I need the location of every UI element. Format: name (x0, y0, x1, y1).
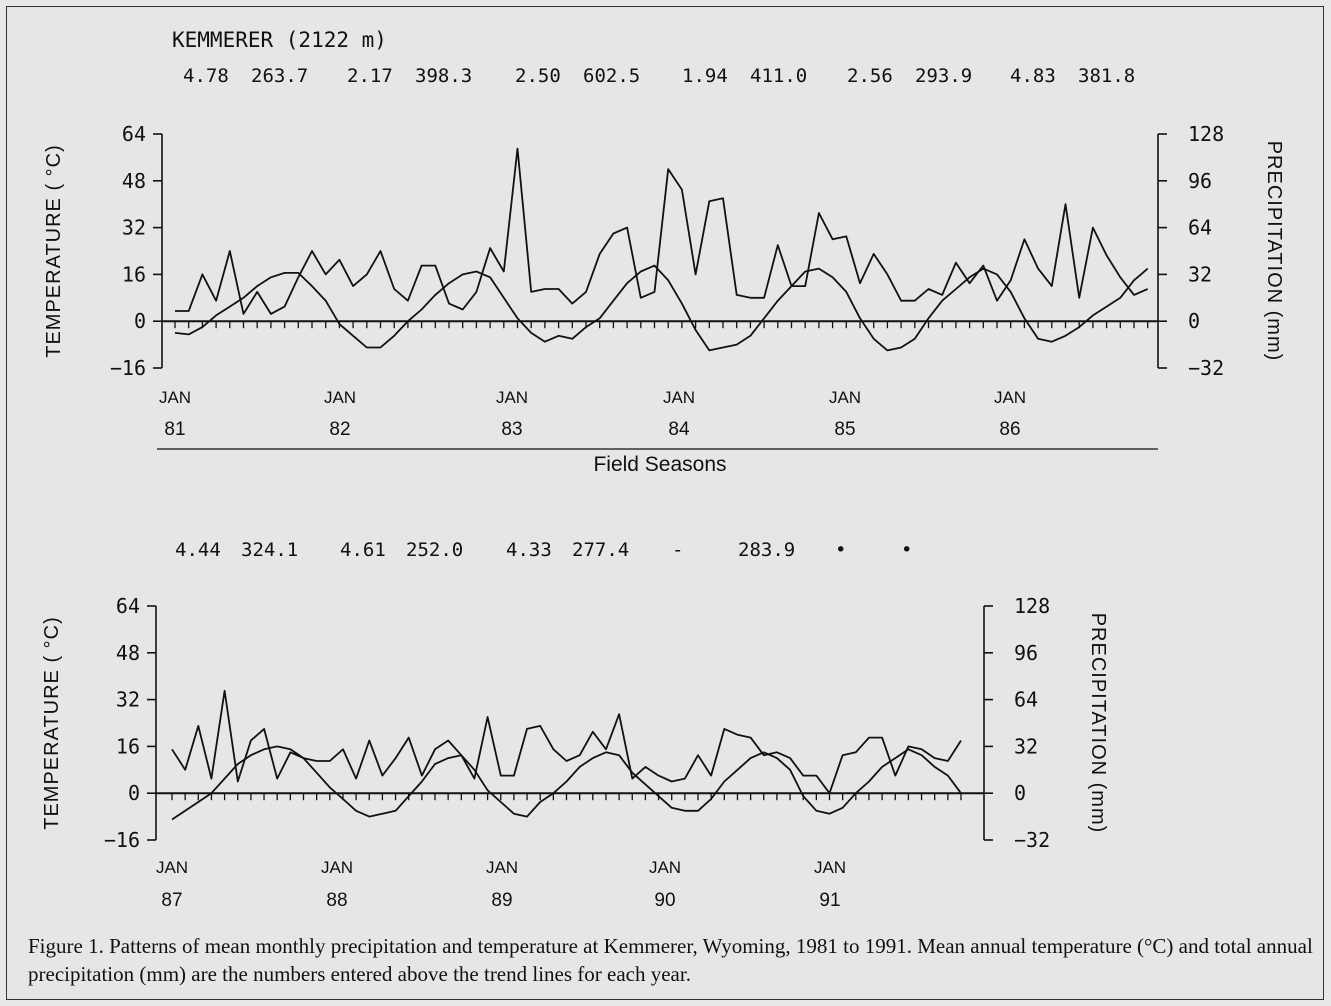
chart2-left-tick-label: 64 (116, 594, 140, 618)
chart1-left-tick-label: 32 (122, 216, 146, 240)
chart2-annual-precip-label: 252.0 (406, 539, 463, 561)
chart2-left-tick-label: 16 (116, 734, 140, 758)
chart1-ylabel-right: PRECIPITATION (mm) (1263, 141, 1285, 362)
chart1-annual-temp-label: 1.94 (682, 65, 728, 87)
chart2-year-month-label: JAN (321, 858, 353, 877)
chart1-precipitation-line (175, 147, 1149, 315)
chart2-left-tick-label: 32 (116, 688, 140, 712)
chart1-year-label: 85 (834, 419, 855, 440)
chart2-left-tick-label: −16 (104, 828, 140, 852)
chart2-annual-precip-label: 277.4 (572, 539, 629, 561)
chart2-right-tick-label: 0 (1014, 781, 1026, 805)
chart2-right-tick-label: 64 (1014, 688, 1038, 712)
chart2-year-month-label: JAN (814, 858, 846, 877)
chart1-annual-temp-label: 2.17 (347, 65, 393, 87)
chart1-annual-precip-label: 411.0 (750, 65, 807, 87)
chart2-annual-temp-label: 4.33 (506, 539, 552, 561)
chart1-annual-temp-label: 4.83 (1010, 65, 1056, 87)
chart1-right-tick-label: 32 (1188, 262, 1212, 286)
chart2-year-label: 91 (819, 890, 840, 911)
chart2-annual-temp-label: • (835, 539, 846, 561)
chart1-annual-precip-label: 293.9 (915, 65, 972, 87)
chart2-year-label: 88 (326, 890, 347, 911)
chart2-year-label: 89 (491, 890, 512, 911)
chart2-year-label: 87 (161, 890, 182, 911)
chart1-year-label: 83 (501, 419, 522, 440)
chart1-right-tick-label: 64 (1188, 216, 1212, 240)
chart1-annual-precip-label: 398.3 (415, 65, 472, 87)
chart1-year-month-label: JAN (994, 388, 1026, 407)
chart1-annual-temp-label: 4.78 (183, 65, 229, 87)
chart1-left-tick-label: 64 (122, 122, 146, 146)
chart1-year-label: 84 (668, 419, 690, 440)
figure-caption: Figure 1. Patterns of mean monthly preci… (28, 934, 1313, 986)
chart1-left-tick-label: −16 (110, 356, 146, 380)
chart2-right-tick-label: 128 (1014, 594, 1050, 618)
chart1-right-tick-label: −32 (1188, 356, 1224, 380)
chart2-right-tick-label: 96 (1014, 641, 1038, 665)
chart2-year-label: 90 (654, 890, 675, 911)
chart1-left-tick-label: 16 (122, 262, 146, 286)
chart1-temperature-line (174, 264, 1149, 352)
chart1-ylabel-left: TEMPERATURE ( °C) (43, 144, 65, 358)
chart1-year-label: 81 (164, 419, 185, 440)
chart2-annual-precip-label: 283.9 (738, 539, 795, 561)
chart1-year-month-label: JAN (496, 388, 528, 407)
chart2-ylabel-left: TEMPERATURE ( °C) (41, 616, 63, 830)
chart2-annual-temp-label: - (672, 539, 683, 561)
chart1-left-tick-label: 0 (134, 309, 146, 333)
chart2-left-tick-label: 0 (128, 781, 140, 805)
chart1-annual-precip-label: 381.8 (1078, 65, 1135, 87)
chart2-annual-precip-label: 324.1 (241, 539, 298, 561)
chart1-year-month-label: JAN (324, 388, 356, 407)
chart1-right-tick-label: 96 (1188, 169, 1212, 193)
chart1-year-month-label: JAN (663, 388, 695, 407)
chart1-year-label: 86 (999, 419, 1020, 440)
chart2-right-tick-label: −32 (1014, 828, 1050, 852)
chart1-year-month-label: JAN (159, 388, 191, 407)
chart2-left-tick-label: 48 (116, 641, 140, 665)
chart1-year-month-label: JAN (829, 388, 861, 407)
chart1-annual-temp-label: 2.56 (847, 65, 893, 87)
chart2-ylabel-right: PRECIPITATION (mm) (1087, 613, 1109, 834)
figure-frame (6, 6, 1324, 1000)
chart1-annual-precip-label: 263.7 (251, 65, 308, 87)
chart1-left-tick-label: 48 (122, 169, 146, 193)
chart2-year-month-label: JAN (649, 858, 681, 877)
chart2-annual-temp-label: 4.44 (175, 539, 221, 561)
chart2-year-month-label: JAN (486, 858, 518, 877)
chart1-annual-temp-label: 2.50 (515, 65, 561, 87)
chart2-right-tick-label: 32 (1014, 734, 1038, 758)
chart1-annual-precip-label: 602.5 (583, 65, 640, 87)
chart1-right-tick-label: 0 (1188, 309, 1200, 333)
chart1-year-label: 82 (329, 419, 350, 440)
chart2-annual-temp-label: 4.61 (340, 539, 386, 561)
station-label: KEMMERER (2122 m) (172, 28, 387, 52)
chart2-annual-precip-label: • (901, 539, 912, 561)
chart2-year-month-label: JAN (156, 858, 188, 877)
chart1-right-tick-label: 128 (1188, 122, 1224, 146)
chart1-xlabel: Field Seasons (593, 453, 726, 476)
chart2-precipitation-line (171, 689, 962, 795)
